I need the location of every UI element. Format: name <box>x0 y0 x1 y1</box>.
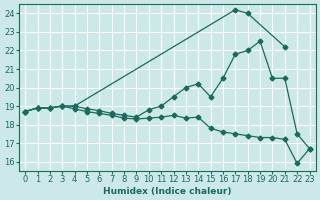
X-axis label: Humidex (Indice chaleur): Humidex (Indice chaleur) <box>103 187 232 196</box>
